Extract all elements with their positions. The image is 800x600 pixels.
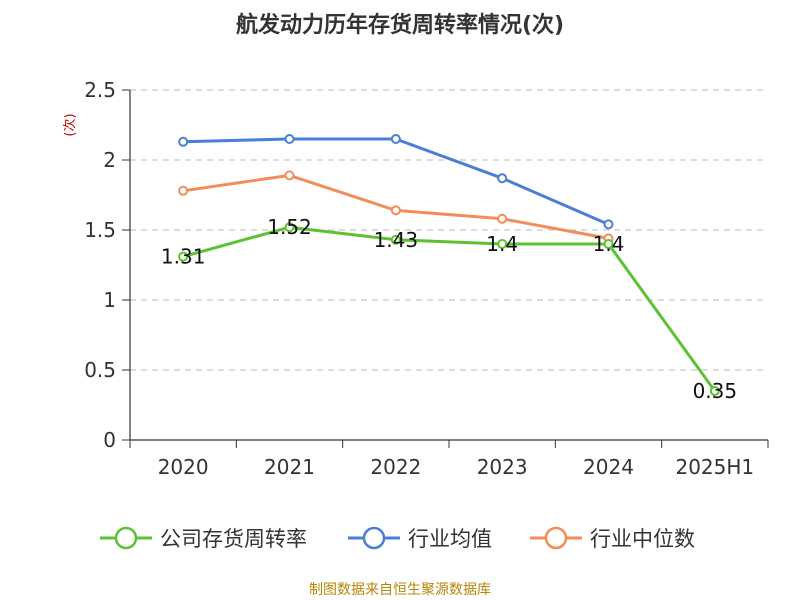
legend-label: 行业中位数: [590, 527, 695, 551]
data-point: [178, 136, 189, 147]
data-point: [603, 219, 614, 230]
data-point: [178, 251, 189, 262]
series-layer: [178, 134, 720, 396]
data-point: [390, 134, 401, 144]
legend-marker: [362, 526, 386, 550]
data-label: 1.43: [374, 228, 419, 252]
data-label: 1.31: [161, 245, 206, 269]
y-tick-label: 2: [103, 148, 116, 172]
data-labels: 1.31 1.52 1.43 1.4 1.4 0.35: [161, 215, 737, 403]
data-point: [390, 205, 401, 216]
legend-label: 行业均值: [408, 527, 492, 551]
y-tick-label: 2.5: [84, 78, 116, 102]
data-point: [178, 185, 189, 196]
legend: 公司存货周转率 行业均值 行业中位数: [100, 526, 695, 551]
data-point: [284, 222, 295, 233]
series-line-0: [182, 225, 717, 392]
y-tick-label: 1.5: [84, 218, 116, 242]
x-tick-label: 2022: [370, 455, 421, 479]
x-tick-label: 2024: [583, 455, 634, 479]
data-point: [603, 239, 614, 249]
x-tick-label: 2023: [477, 455, 528, 479]
y-tick-label: 0: [103, 428, 116, 452]
x-tick-label: 2025H1: [675, 455, 754, 479]
x-tick-label: 2021: [264, 455, 315, 479]
legend-label: 公司存货周转率: [160, 527, 307, 551]
y-tick-label: 0.5: [84, 358, 116, 382]
data-point: [497, 239, 508, 249]
data-point: [284, 170, 295, 181]
legend-marker: [544, 526, 568, 550]
data-label: 1.4: [593, 232, 625, 256]
data-point: [284, 134, 295, 144]
data-label: 1.52: [267, 215, 312, 239]
data-point: [497, 213, 508, 224]
y-axis-label: (次): [62, 113, 78, 136]
source-note: 制图数据来自恒生聚源数据库: [309, 582, 491, 598]
data-label: 1.4: [486, 232, 518, 256]
data-label: 0.35: [693, 379, 738, 403]
chart-title: 航发动力历年存货周转率情况(次): [236, 12, 564, 38]
grid: [130, 89, 768, 371]
data-point: [497, 173, 508, 184]
x-tick-label: 2020: [158, 455, 209, 479]
legend-marker: [114, 526, 138, 550]
data-point: [709, 386, 720, 396]
data-point: [390, 234, 401, 245]
y-tick-label: 1: [103, 288, 116, 312]
